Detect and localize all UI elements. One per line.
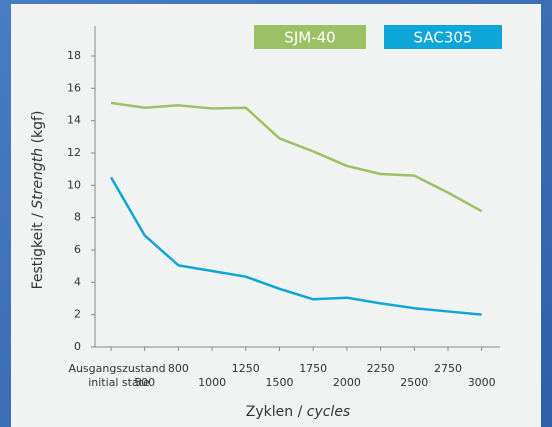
legend-swatch <box>384 25 502 49</box>
y-tick-label: 12 <box>67 146 81 159</box>
legend-text: SAC305 <box>414 29 473 47</box>
legend-text: SJM-40 <box>284 29 335 47</box>
y-tick-label: 18 <box>67 49 81 62</box>
x-tick-label: 1000 <box>198 376 226 389</box>
y-tick-label: 2 <box>74 308 81 321</box>
x-tick-label: 2500 <box>400 376 428 389</box>
y-tick-label: 16 <box>67 81 81 94</box>
y-tick-label: 8 <box>74 211 81 224</box>
x-tick-label: 2000 <box>333 376 361 389</box>
x-tick-label: 1750 <box>299 362 327 375</box>
y-tick-label: 0 <box>74 340 81 353</box>
x-tick-label: 2250 <box>367 362 395 375</box>
legend-swatch <box>254 25 366 49</box>
x-tick-label: 500 <box>134 376 155 389</box>
y-tick-label: 14 <box>67 114 81 127</box>
series-line <box>109 176 482 316</box>
x-axis-title: Zyklen / cycles <box>246 404 350 420</box>
x-tick-label: 1250 <box>232 362 260 375</box>
x-tick-label: 800 <box>168 362 189 375</box>
series-line <box>110 101 483 213</box>
panel <box>11 4 541 427</box>
x-tick-label: 2750 <box>434 362 462 375</box>
x-tick-label: Ausgangszustand <box>68 362 165 375</box>
y-tick-label: 10 <box>67 178 81 191</box>
y-tick-label: 6 <box>74 243 81 256</box>
x-tick-label: initial state <box>88 376 150 389</box>
y-tick-label: 4 <box>74 275 81 288</box>
x-tick-label: 1500 <box>266 376 294 389</box>
y-axis-title: Festigkeit / Strength (kgf) <box>30 111 46 290</box>
x-tick-label: 3000 <box>468 376 496 389</box>
